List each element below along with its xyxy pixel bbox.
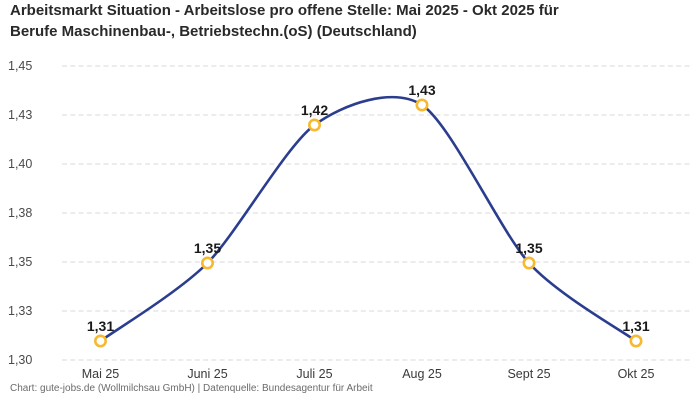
svg-text:1,43: 1,43 xyxy=(8,108,32,122)
svg-text:1,35: 1,35 xyxy=(8,255,32,269)
svg-text:1,38: 1,38 xyxy=(8,206,32,220)
svg-text:Aug 25: Aug 25 xyxy=(402,367,442,381)
svg-text:1,31: 1,31 xyxy=(622,318,649,334)
svg-text:Sept 25: Sept 25 xyxy=(507,367,550,381)
svg-text:Okt 25: Okt 25 xyxy=(618,367,655,381)
svg-text:1,45: 1,45 xyxy=(8,59,32,73)
svg-text:1,30: 1,30 xyxy=(8,353,32,367)
svg-text:1,43: 1,43 xyxy=(408,82,435,98)
svg-text:Juli 25: Juli 25 xyxy=(296,367,332,381)
svg-text:1,42: 1,42 xyxy=(301,102,328,118)
svg-text:1,33: 1,33 xyxy=(8,304,32,318)
svg-text:Juni 25: Juni 25 xyxy=(187,367,227,381)
svg-text:1,35: 1,35 xyxy=(515,240,542,256)
svg-text:1,35: 1,35 xyxy=(194,240,221,256)
svg-text:1,31: 1,31 xyxy=(87,318,114,334)
svg-text:Mai 25: Mai 25 xyxy=(82,367,120,381)
svg-text:1,40: 1,40 xyxy=(8,157,32,171)
